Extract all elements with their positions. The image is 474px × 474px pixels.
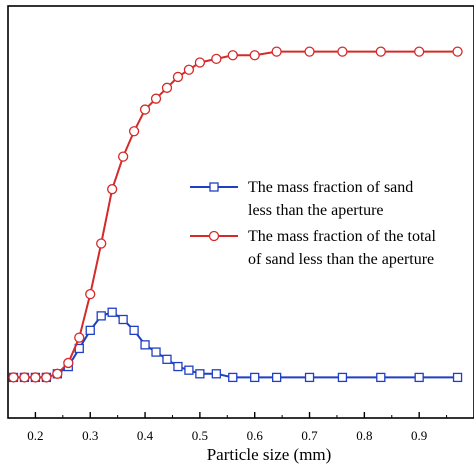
plot-area — [7, 5, 474, 419]
data-point — [107, 307, 117, 317]
data-point — [74, 332, 85, 343]
legend-label: The mass fraction of the total of sand le… — [248, 228, 436, 268]
data-point — [129, 325, 139, 336]
data-point — [8, 372, 19, 383]
data-point — [107, 184, 118, 195]
data-point — [128, 126, 140, 137]
data-point — [173, 361, 183, 372]
x-tick-label: 0.5 — [192, 428, 208, 443]
x-tick-label: 0.4 — [137, 428, 154, 443]
data-point — [150, 93, 162, 104]
x-tick-label: 0.3 — [82, 428, 98, 443]
x-axis-title: Particle size (mm) — [207, 445, 332, 464]
data-point — [183, 64, 195, 75]
data-point — [30, 372, 41, 383]
data-point — [211, 369, 221, 379]
data-point — [227, 50, 238, 61]
data-point — [19, 372, 30, 383]
data-point — [52, 368, 63, 379]
data-point — [194, 57, 206, 68]
data-point — [337, 372, 348, 383]
legend-marker — [208, 230, 220, 242]
data-point — [195, 369, 205, 379]
data-point — [228, 372, 238, 383]
x-tick-label: 0.8 — [356, 428, 372, 443]
data-point — [140, 340, 150, 350]
legend-label: The mass fraction of sand less than the a… — [248, 179, 413, 219]
x-tick-label: 0.2 — [27, 428, 43, 443]
data-point — [452, 46, 463, 57]
data-point — [271, 46, 282, 57]
data-point — [184, 365, 194, 375]
legend: The mass fraction of sand less than the a… — [190, 179, 436, 268]
data-point — [249, 50, 260, 61]
data-point — [85, 325, 95, 336]
data-point — [139, 104, 151, 115]
data-point — [375, 46, 386, 57]
data-point — [337, 46, 348, 57]
data-point — [414, 46, 425, 57]
data-point — [304, 372, 315, 383]
legend-marker — [209, 182, 219, 192]
x-axis-ticks: 0.2 0.3 0.4 0.5 0.6 0.7 0.8 0.9 — [7, 412, 448, 443]
data-point — [414, 372, 424, 383]
data-point — [41, 372, 52, 383]
data-point — [172, 71, 184, 83]
data-point — [250, 372, 260, 383]
data-point — [96, 238, 107, 249]
data-point — [96, 311, 106, 321]
data-point — [85, 289, 96, 300]
x-tick-label: 0.9 — [411, 428, 427, 443]
data-point — [63, 357, 74, 369]
data-point — [452, 372, 463, 383]
x-tick-label: 0.7 — [301, 428, 318, 443]
x-tick-label: 0.6 — [247, 428, 264, 443]
series-layer — [8, 46, 463, 383]
data-point — [211, 53, 222, 65]
data-point — [118, 314, 128, 325]
data-point — [304, 46, 315, 57]
data-point — [161, 82, 173, 93]
data-point — [151, 347, 161, 357]
data-point — [376, 372, 386, 383]
data-point — [271, 372, 282, 383]
data-point — [117, 151, 129, 162]
data-point — [162, 354, 172, 364]
